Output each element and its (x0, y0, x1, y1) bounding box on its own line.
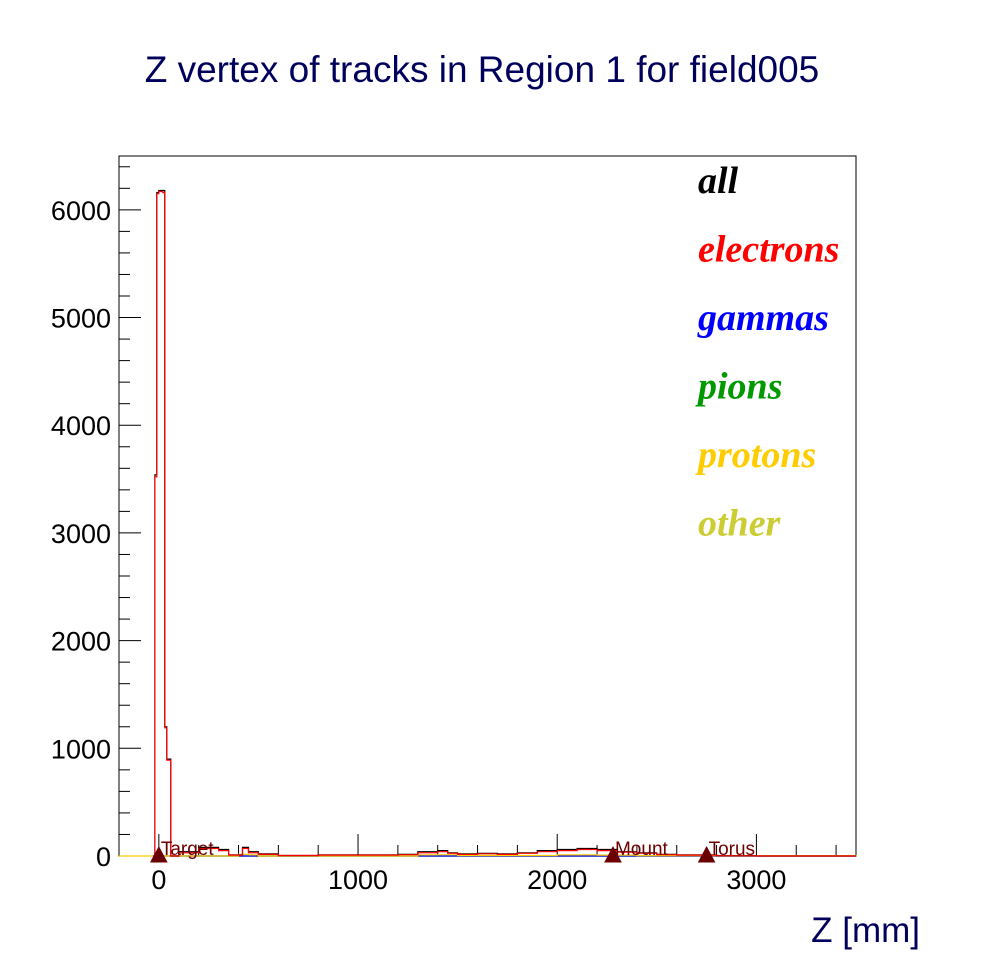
marker-triangle-torus (697, 845, 716, 863)
marker-triangle-target (150, 845, 168, 863)
x-tick-label: 3000 (726, 865, 786, 895)
chart-title: Z vertex of tracks in Region 1 for field… (145, 49, 820, 90)
axis-ticks: 0 1000 2000 3000 4000 5000 6000 0 1000 2000 3000 (51, 166, 837, 895)
x-tick-label: 1000 (328, 865, 388, 895)
legend: all electrons gammas pions protons other (695, 160, 839, 545)
y-tick-label: 3000 (51, 519, 111, 549)
y-tick-label: 6000 (51, 196, 111, 226)
x-axis-label: Z [mm] (811, 911, 920, 950)
series-line-protons (119, 853, 857, 857)
legend-entry-other: other (698, 503, 782, 545)
x-tick-label: 2000 (527, 865, 587, 895)
y-tick-label: 0 (96, 842, 111, 872)
y-tick-label: 2000 (51, 627, 111, 657)
x-tick-label: 0 (151, 865, 166, 895)
legend-entry-pions: pions (695, 366, 782, 408)
marker-triangle-mount (604, 845, 622, 863)
y-tick-label: 5000 (51, 304, 111, 334)
marker-label-target: Target (161, 839, 215, 860)
y-tick-label: 4000 (51, 411, 111, 441)
series-line-electrons (152, 190, 856, 857)
legend-entry-protons: protons (695, 434, 816, 476)
legend-entry-gammas: gammas (697, 297, 829, 339)
legend-entry-electrons: electrons (698, 229, 839, 271)
marker-label-mount: Mount (615, 839, 669, 860)
legend-entry-all: all (698, 160, 739, 202)
marker-label-torus: Torus (709, 839, 755, 860)
series-lines (119, 189, 857, 857)
y-tick-label: 1000 (51, 734, 111, 764)
position-markers: Target Mount Torus (150, 839, 755, 863)
